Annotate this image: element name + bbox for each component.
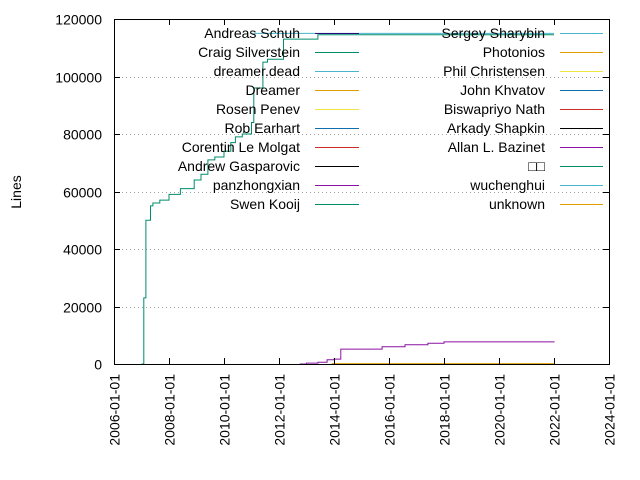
legend-label: dreamer.dead [214, 63, 300, 79]
legend-label: Biswapriyo Nath [444, 101, 545, 117]
y-tick-label: 100000 [55, 70, 102, 86]
x-tick-label: 2008-01-01 [162, 374, 178, 446]
x-tick-label: 2016-01-01 [382, 374, 398, 446]
x-tick-label: 2010-01-01 [217, 374, 233, 446]
legend-label: Photonios [483, 44, 545, 60]
x-tick-label: 2018-01-01 [437, 374, 453, 446]
y-tick-label: 0 [94, 357, 102, 373]
legend-label: Allan L. Bazinet [448, 139, 545, 155]
y-tick-label: 40000 [63, 242, 102, 258]
grid-layer [114, 77, 609, 308]
x-tick-label: 2022-01-01 [547, 374, 563, 446]
legend-label: unknown [489, 196, 545, 212]
x-tick-label: 2020-01-01 [492, 374, 508, 446]
legend-label: □□ [528, 158, 545, 174]
y-tick-label: 120000 [55, 12, 102, 28]
y-tick-label: 20000 [63, 300, 102, 316]
y-tick-label: 60000 [63, 185, 102, 201]
series-line [141, 34, 554, 365]
legend-label: Sergey Sharybin [441, 25, 545, 41]
legend-label: Phil Christensen [443, 63, 545, 79]
legend-label: Andrew Gasparovic [178, 158, 300, 174]
legend-label: Arkady Shapkin [447, 120, 545, 136]
legend-label: Swen Kooij [230, 196, 300, 212]
x-tick-label: 2014-01-01 [327, 374, 343, 446]
legend-label: Corentin Le Molgat [182, 139, 300, 155]
x-tick-label: 2012-01-01 [272, 374, 288, 446]
legend-label: Craig Silverstein [198, 44, 300, 60]
x-tick-label: 2024-01-01 [602, 374, 618, 446]
x-tick-label: 2006-01-01 [107, 374, 123, 446]
y-axis-title: Lines [8, 175, 24, 208]
legend-label: Rob Earhart [225, 120, 301, 136]
legend-label: John Khvatov [460, 82, 545, 98]
series-line [299, 341, 555, 365]
series-layer [141, 32, 555, 365]
legend-label: Rosen Penev [216, 101, 300, 117]
axes-layer: 0 20000 40000 60000 80000 100000 120000 2006-01… [55, 12, 617, 446]
y-tick-label: 80000 [63, 127, 102, 143]
legend-label: Dreamer [246, 82, 301, 98]
legend-label: wuchenghui [469, 177, 545, 193]
legend-label: Andreas Schuh [204, 25, 300, 41]
legend: Andreas Schuh Craig Silverstein dreamer.de… [178, 25, 603, 212]
legend-label: panzhongxian [213, 177, 300, 193]
